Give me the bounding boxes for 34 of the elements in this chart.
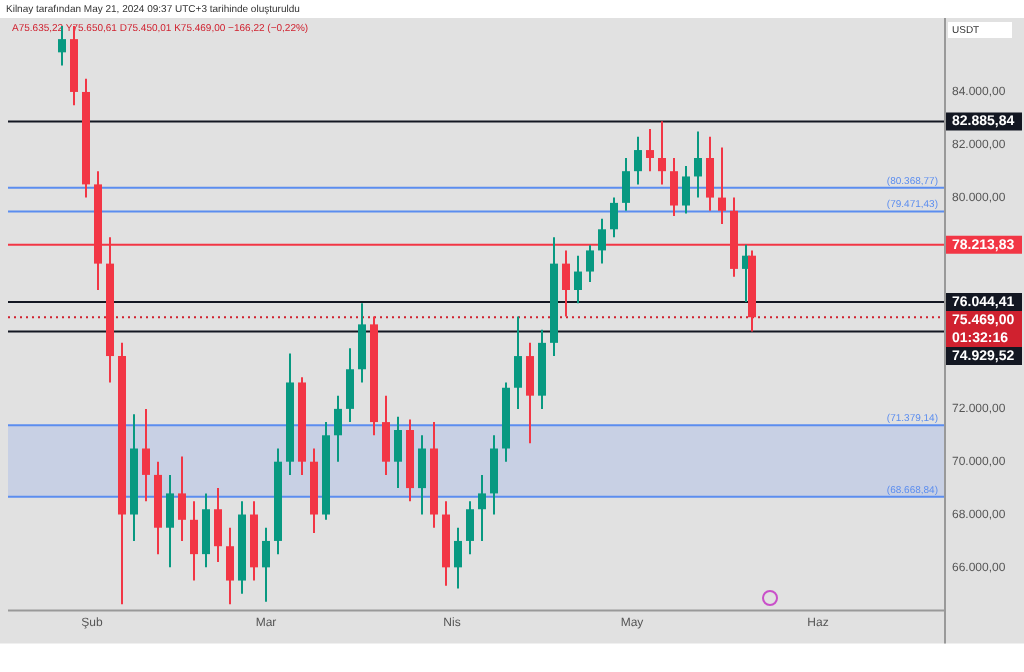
candlestick	[526, 341, 534, 445]
candlestick	[190, 500, 198, 582]
candlestick	[418, 434, 426, 516]
candlestick	[682, 164, 690, 215]
candlestick	[166, 473, 174, 569]
candlestick	[382, 394, 390, 476]
candlestick	[670, 156, 678, 218]
candlestick	[334, 394, 342, 463]
candlestick	[610, 196, 618, 239]
candlestick	[214, 487, 222, 564]
candlestick	[178, 455, 186, 542]
candlestick	[142, 407, 150, 503]
candlestick	[226, 526, 234, 606]
candlestick	[694, 130, 702, 199]
candlestick	[466, 500, 474, 556]
candlestick	[718, 146, 726, 225]
candlestick	[358, 302, 366, 384]
candlestick	[562, 249, 570, 318]
candlestick	[622, 156, 630, 212]
candlestick	[262, 526, 270, 603]
candlestick	[574, 254, 582, 305]
candlestick	[346, 347, 354, 424]
candlestick	[586, 244, 594, 284]
candlestick	[202, 492, 210, 569]
candlestick	[598, 217, 606, 265]
candlestick	[478, 473, 486, 542]
candlestick	[646, 127, 654, 173]
candlestick	[706, 135, 714, 212]
candlestick	[658, 120, 666, 186]
candlestick	[490, 434, 498, 516]
candlestick	[394, 415, 402, 490]
candlestick	[634, 135, 642, 186]
candlestick	[454, 526, 462, 590]
candlestick	[514, 315, 522, 410]
